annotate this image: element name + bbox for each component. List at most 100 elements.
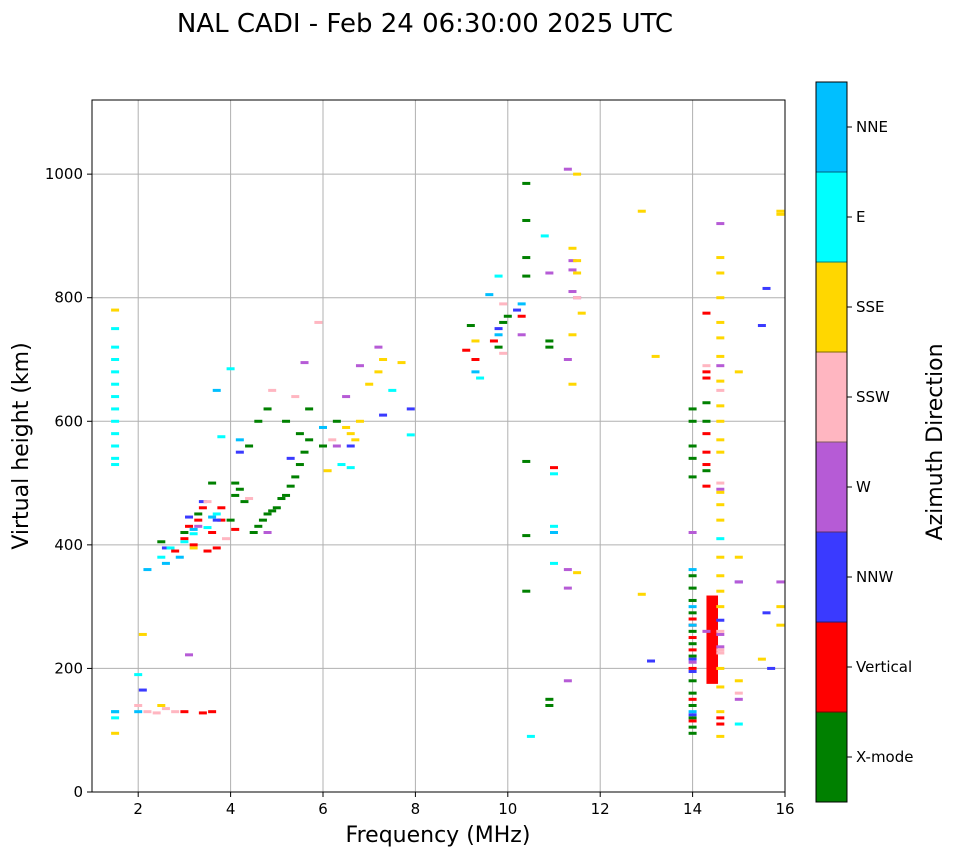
data-point-ssw (161, 707, 170, 711)
data-point-sse (355, 419, 364, 423)
data-point-ssw (291, 395, 300, 399)
data-point-w (568, 290, 577, 294)
data-point-x-mode (522, 218, 531, 222)
data-point-sse (716, 404, 725, 408)
colorbar-swatch-sse (816, 262, 847, 353)
colorbar-tick-label: Vertical (856, 658, 912, 676)
data-point-sse (776, 209, 785, 213)
data-point-sse (138, 632, 147, 636)
data-point-e (346, 466, 355, 470)
data-point-x-mode (688, 629, 697, 633)
data-point-vertical (702, 463, 711, 467)
data-point-x-mode (702, 419, 711, 423)
data-point-nne (471, 370, 480, 374)
data-point-x-mode (688, 654, 697, 658)
data-point-nnw (757, 324, 766, 328)
data-point-nne (134, 710, 143, 714)
data-point-sse (757, 657, 766, 661)
data-point-sse (776, 605, 785, 609)
data-point-w (716, 222, 725, 226)
data-point-nnw (161, 546, 170, 550)
data-point-vertical (688, 719, 697, 723)
data-point-e (134, 673, 143, 677)
data-point-w (355, 364, 364, 368)
data-point-vertical (471, 358, 480, 361)
data-point-vertical (208, 710, 217, 714)
colorbar-swatch-x-mode (816, 712, 847, 803)
data-point-sse (716, 256, 725, 260)
data-point-ssw (499, 351, 508, 355)
chart-title: NAL CADI - Feb 24 06:30:00 2025 UTC (177, 9, 673, 39)
data-point-e (180, 540, 189, 544)
data-point-x-mode (499, 320, 508, 324)
data-point-x-mode (688, 444, 697, 448)
grid-lines (92, 100, 786, 793)
data-point-e (111, 716, 120, 720)
data-point-x-mode (688, 574, 697, 578)
data-point-w (776, 580, 785, 584)
data-point-vertical (208, 531, 217, 534)
data-point-x-mode (522, 589, 531, 593)
colorbar-tick-label: X-mode (856, 748, 913, 766)
data-point-x-mode (702, 401, 711, 405)
data-point-e (540, 234, 549, 238)
y-tick-label: 200 (54, 659, 83, 677)
data-point-sse (716, 438, 725, 442)
data-point-w (716, 632, 725, 636)
data-point-x-mode (268, 509, 277, 513)
data-point-x-mode (194, 512, 203, 516)
colorbar-tick-label: E (856, 208, 865, 226)
data-point-vertical (212, 546, 221, 550)
data-point-ssw (716, 629, 725, 633)
data-point-nne (111, 710, 120, 714)
data-point-nne (143, 568, 152, 572)
data-point-nne (485, 293, 494, 297)
data-point-sse (716, 734, 725, 738)
data-point-e (111, 370, 120, 374)
data-point-x-mode (254, 524, 263, 528)
y-tick-label: 1000 (45, 165, 83, 183)
data-point-e (226, 367, 235, 371)
data-point-x-mode (688, 642, 697, 646)
data-point-vertical (194, 518, 203, 522)
data-point-nnw (346, 444, 355, 448)
data-point-e (494, 274, 503, 278)
colorbar-swatch-nne (816, 82, 847, 173)
data-point-x-mode (688, 475, 697, 479)
data-point-x-mode (245, 444, 254, 448)
data-point-x-mode (494, 345, 503, 349)
data-point-x-mode (688, 725, 697, 729)
colorbar-label: Azimuth Direction (923, 343, 948, 540)
data-point-e (734, 722, 743, 726)
data-point-x-mode (545, 339, 554, 343)
data-point-x-mode (688, 586, 697, 590)
data-point-x-mode (231, 493, 240, 497)
data-point-e (111, 463, 120, 467)
data-point-sse (651, 354, 660, 358)
data-point-x-mode (157, 540, 166, 544)
data-point-vertical (217, 506, 226, 510)
data-point-e (111, 432, 120, 436)
data-point-sse (323, 469, 332, 473)
y-tick-label: 0 (73, 783, 83, 801)
data-point-x-mode (688, 704, 697, 707)
data-point-nnw (286, 456, 295, 460)
data-point-ssw (702, 364, 711, 368)
data-point-nnw (198, 500, 207, 504)
data-point-x-mode (263, 512, 272, 516)
x-tick-label: 16 (775, 800, 794, 818)
data-point-vertical (702, 450, 711, 454)
data-point-vertical (688, 648, 697, 652)
data-point-nne (189, 527, 198, 531)
data-point-e (550, 472, 558, 476)
data-point-sse (716, 450, 725, 454)
data-point-sse (716, 296, 725, 300)
data-point-sse (716, 336, 725, 340)
data-point-x-mode (263, 407, 272, 411)
data-point-e (111, 407, 120, 411)
data-point-w (568, 268, 577, 272)
data-point-sse (716, 555, 725, 559)
x-tick-label: 8 (411, 800, 421, 818)
data-point-x-mode (226, 518, 235, 522)
data-point-w (194, 524, 203, 528)
